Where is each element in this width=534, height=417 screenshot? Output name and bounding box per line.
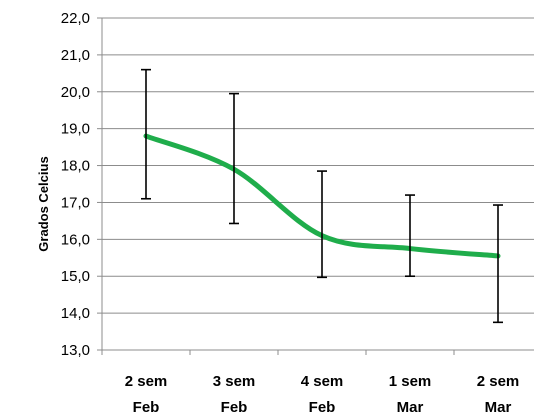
y-axis-label: Grados Celcius [36, 156, 51, 251]
y-tick-label: 22,0 [61, 10, 90, 27]
error-bar [141, 68, 151, 200]
x-tick-label-line: 1 sem [389, 373, 432, 390]
x-tick-label-line: Feb [133, 399, 160, 416]
y-tick-label: 13,0 [61, 342, 90, 359]
x-tick-label: 4 sem Feb [301, 373, 344, 416]
error-bars [141, 68, 503, 324]
y-tick-label: 17,0 [61, 194, 90, 211]
y-tick-label: 16,0 [61, 231, 90, 248]
x-tick-labels: 2 sem Feb 3 sem Feb 4 sem Feb 1 sem Mar 2 sem Mar [125, 373, 520, 416]
y-tick-label: 21,0 [61, 47, 90, 64]
y-tick-label: 14,0 [61, 305, 90, 322]
y-tick-label: 19,0 [61, 121, 90, 138]
x-tick-label-line: 2 sem [125, 373, 168, 390]
error-bar [405, 194, 415, 278]
y-tick-label: 18,0 [61, 158, 90, 175]
x-tick-label: 2 sem Mar [477, 373, 520, 416]
x-tick-label-line: 4 sem [301, 373, 344, 390]
x-tick-label-line: Feb [309, 399, 336, 416]
x-tick-label-line: Feb [221, 399, 248, 416]
x-tick-label-line: Mar [397, 399, 424, 416]
grid-lines [102, 17, 534, 314]
x-tick-label: 3 sem Feb [213, 373, 256, 416]
error-bar [493, 204, 503, 324]
y-tick-labels: 13,0 14,0 15,0 16,0 17,0 18,0 19,0 20,0 21,0 22,0 [61, 10, 90, 359]
x-tick-label-line: Mar [485, 399, 512, 416]
y-tick-label: 15,0 [61, 268, 90, 285]
x-tick-label: 2 sem Feb [125, 373, 168, 416]
error-bar [317, 170, 327, 279]
x-tick-label: 1 sem Mar [389, 373, 432, 416]
error-bar [229, 92, 239, 225]
x-tick-label-line: 2 sem [477, 373, 520, 390]
axes [97, 17, 534, 355]
y-tick-label: 20,0 [61, 84, 90, 101]
x-tick-label-line: 3 sem [213, 373, 256, 390]
